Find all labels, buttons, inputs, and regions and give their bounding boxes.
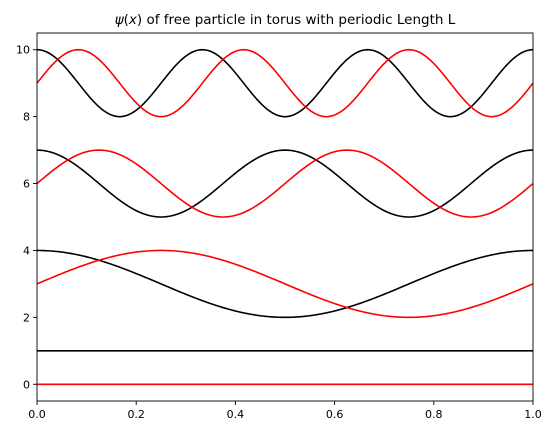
- title-x: x: [128, 12, 138, 28]
- y-tick-label: 10: [16, 44, 30, 57]
- x-tick-label: 0.6: [326, 408, 344, 421]
- y-tick-label: 6: [23, 178, 30, 191]
- x-tick-label: 1.0: [524, 408, 542, 421]
- y-tick-label: 2: [23, 311, 30, 324]
- title-open: (: [124, 12, 129, 28]
- series-line-cos-n1: [36, 249, 534, 319]
- y-tick-label: 8: [23, 111, 30, 124]
- chart-title: ψ(x) of free particle in torus with peri…: [115, 12, 456, 28]
- x-tick-label: 0.2: [127, 408, 145, 421]
- x-tick-label: 0.0: [28, 408, 46, 421]
- series-line-sin-n3: [36, 48, 534, 118]
- x-tick-label: 0.8: [425, 408, 443, 421]
- series-line-sin-n1: [36, 249, 534, 319]
- title-rest: ) of free particle in torus with periodi…: [137, 12, 456, 28]
- series-line-sin-n2: [36, 149, 534, 218]
- y-tick-label: 0: [23, 378, 30, 391]
- series-layer: [36, 48, 534, 386]
- axes-layer: 0.0 0.2 0.4 0.6 0.8 1.0 0 2 4 6 8 10: [16, 32, 542, 421]
- title-psi: ψ: [115, 12, 125, 28]
- series-line-cos-n3: [36, 48, 534, 118]
- y-tick-label: 4: [23, 244, 30, 257]
- series-line-cos-n2: [36, 149, 534, 218]
- plot-frame: [36, 32, 534, 402]
- x-tick-label: 0.4: [227, 408, 245, 421]
